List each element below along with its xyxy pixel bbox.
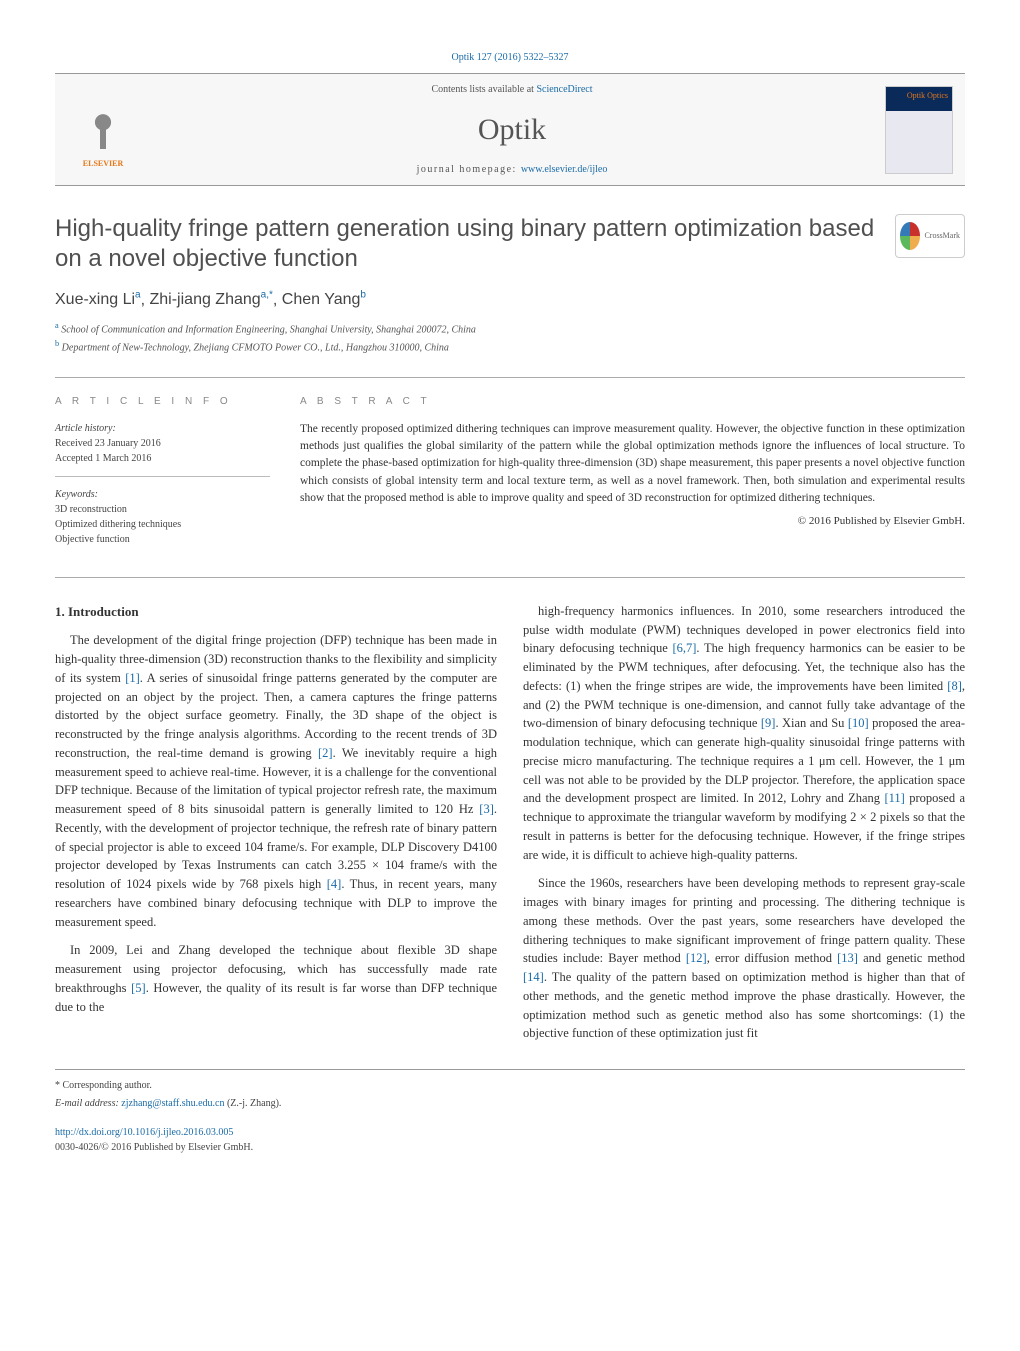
citation-header: Optik 127 (2016) 5322–5327 xyxy=(55,50,965,65)
elsevier-tree-icon xyxy=(78,103,128,158)
keyword: Optimized dithering techniques xyxy=(55,517,270,532)
journal-header: ELSEVIER Contents lists available at Sci… xyxy=(55,73,965,186)
author: Xue-xing Lia xyxy=(55,291,141,308)
paragraph: Since the 1960s, researchers have been d… xyxy=(523,874,965,1043)
history-label: Article history: xyxy=(55,421,270,436)
issn-copyright: 0030-4026/© 2016 Published by Elsevier G… xyxy=(55,1140,965,1155)
article-history: Article history: Received 23 January 201… xyxy=(55,421,270,477)
keyword: Objective function xyxy=(55,532,270,547)
section-heading: 1. Introduction xyxy=(55,602,497,622)
homepage-prefix: journal homepage: xyxy=(417,164,521,175)
article-info-heading: a r t i c l e i n f o xyxy=(55,394,270,409)
paragraph: The development of the digital fringe pr… xyxy=(55,631,497,931)
header-center: Contents lists available at ScienceDirec… xyxy=(139,82,885,177)
journal-name: Optik xyxy=(139,107,885,152)
received-date: Received 23 January 2016 xyxy=(55,436,270,451)
paragraph: In 2009, Lei and Zhang developed the tec… xyxy=(55,941,497,1016)
crossmark-icon xyxy=(900,222,920,250)
doi-block: http://dx.doi.org/10.1016/j.ijleo.2016.0… xyxy=(55,1125,965,1155)
author-list: Xue-xing Lia, Zhi-jiang Zhanga,*, Chen Y… xyxy=(55,288,965,312)
crossmark-label: CrossMark xyxy=(924,230,960,242)
homepage-line: journal homepage: www.elsevier.de/ijleo xyxy=(139,162,885,177)
abstract: a b s t r a c t The recently proposed op… xyxy=(300,394,965,547)
citation-link[interactable]: Optik 127 (2016) 5322–5327 xyxy=(452,52,569,63)
corresponding-email[interactable]: zjzhang@staff.shu.edu.cn xyxy=(121,1098,224,1109)
page-footer: * Corresponding author. E-mail address: … xyxy=(55,1069,965,1155)
article-body: 1. Introduction The development of the d… xyxy=(55,577,965,1043)
affiliation: b Department of New-Technology, Zhejiang… xyxy=(55,338,965,355)
elsevier-label: ELSEVIER xyxy=(83,158,123,170)
crossmark-badge[interactable]: CrossMark xyxy=(895,214,965,258)
sciencedirect-link[interactable]: ScienceDirect xyxy=(536,84,592,95)
email-label: E-mail address: xyxy=(55,1098,121,1109)
corresponding-note: * Corresponding author. xyxy=(55,1078,965,1093)
contents-prefix: Contents lists available at xyxy=(431,84,536,95)
contents-line: Contents lists available at ScienceDirec… xyxy=(139,82,885,97)
article-title: High-quality fringe pattern generation u… xyxy=(55,214,883,274)
keywords-label: Keywords: xyxy=(55,487,270,502)
journal-cover-thumbnail: Optik Optics xyxy=(885,86,953,174)
email-line: E-mail address: zjzhang@staff.shu.edu.cn… xyxy=(55,1096,965,1111)
abstract-text: The recently proposed optimized ditherin… xyxy=(300,421,965,507)
email-suffix: (Z.-j. Zhang). xyxy=(224,1098,281,1109)
affiliations: a School of Communication and Informatio… xyxy=(55,320,965,355)
paragraph: high-frequency harmonics influences. In … xyxy=(523,602,965,865)
abstract-heading: a b s t r a c t xyxy=(300,394,965,409)
affiliation: a School of Communication and Informatio… xyxy=(55,320,965,337)
doi-link[interactable]: http://dx.doi.org/10.1016/j.ijleo.2016.0… xyxy=(55,1127,233,1138)
cover-label: Optik Optics xyxy=(907,90,948,102)
keywords-block: Keywords: 3D reconstruction Optimized di… xyxy=(55,487,270,547)
author: Zhi-jiang Zhanga,* xyxy=(150,291,273,308)
elsevier-logo: ELSEVIER xyxy=(67,90,139,170)
article-info: a r t i c l e i n f o Article history: R… xyxy=(55,394,270,547)
author: Chen Yangb xyxy=(282,291,366,308)
keyword: 3D reconstruction xyxy=(55,502,270,517)
abstract-copyright: © 2016 Published by Elsevier GmbH. xyxy=(300,513,965,530)
homepage-link[interactable]: www.elsevier.de/ijleo xyxy=(521,164,608,175)
accepted-date: Accepted 1 March 2016 xyxy=(55,451,270,466)
